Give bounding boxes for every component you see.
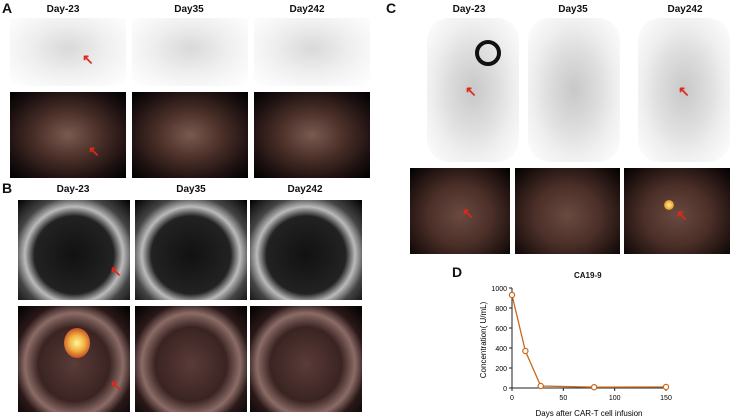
y-tick-label: 0 bbox=[503, 386, 507, 393]
ct-lung-day242 bbox=[250, 200, 362, 300]
x-tick-label: 50 bbox=[559, 395, 567, 402]
arrow-icon: ↖ bbox=[465, 83, 477, 99]
panel-d-label: D bbox=[452, 264, 463, 280]
pet-coronal-day35 bbox=[528, 18, 620, 162]
fused-lung-day35 bbox=[135, 306, 247, 412]
panel-c-title-1: Day-23 bbox=[452, 4, 486, 15]
arrow-icon: ↖ bbox=[88, 143, 100, 159]
data-point bbox=[508, 291, 516, 299]
y-tick-label: 1000 bbox=[491, 286, 507, 293]
fused-lung-day-minus23: ↖ bbox=[18, 306, 130, 412]
arrow-icon: ↖ bbox=[110, 263, 122, 279]
y-tick-label: 400 bbox=[495, 346, 507, 353]
x-axis-label: Days after CAR-T cell infusion bbox=[536, 409, 643, 418]
panel-c-title-2: Day35 bbox=[558, 4, 588, 15]
panel-a-title-3: Day242 bbox=[289, 4, 325, 15]
panel-b-title-1: Day-23 bbox=[56, 184, 90, 195]
panel-b-title-3: Day242 bbox=[287, 184, 323, 195]
panel-c-label: C bbox=[386, 0, 397, 16]
arrow-icon: ↖ bbox=[462, 205, 474, 221]
x-tick-label: 0 bbox=[510, 395, 514, 402]
fused-abdomen-day35 bbox=[515, 168, 620, 254]
panel-a-label: A bbox=[2, 0, 13, 16]
pet-coronal-day-minus23: ↖ bbox=[427, 18, 519, 162]
panel-a-title-1: Day-23 bbox=[46, 4, 80, 15]
fused-neck-day242 bbox=[254, 92, 370, 178]
y-axis-label: Concentration( U/mL) bbox=[479, 301, 488, 378]
fused-neck-day-minus23: ↖ bbox=[10, 92, 126, 178]
pet-neck-day-minus23: ↖ bbox=[10, 18, 126, 86]
fused-abdomen-day242: ↖ bbox=[624, 168, 730, 254]
x-tick-label: 150 bbox=[660, 395, 672, 402]
ct-lung-day35 bbox=[135, 200, 247, 300]
data-point bbox=[590, 383, 598, 391]
series-line bbox=[511, 294, 667, 388]
fused-lung-day242 bbox=[250, 306, 362, 412]
pet-neck-day35 bbox=[132, 18, 248, 86]
heart-uptake bbox=[475, 40, 501, 66]
data-point bbox=[537, 382, 544, 390]
hot-spot bbox=[64, 328, 90, 358]
y-tick-label: 600 bbox=[495, 326, 507, 333]
ca19-9-chart: 0 200 400 600 800 1000 0 50 100 150 Concentration… bbox=[479, 286, 672, 418]
data-point bbox=[522, 347, 529, 355]
arrow-icon: ↖ bbox=[110, 377, 122, 393]
arrow-icon: ↖ bbox=[676, 207, 688, 223]
y-tick-label: 200 bbox=[495, 366, 507, 373]
pet-coronal-day242: ↖ bbox=[638, 18, 730, 162]
chart-title: CA19-9 bbox=[574, 271, 602, 280]
arrow-icon: ↖ bbox=[678, 83, 690, 99]
panel-b-title-2: Day35 bbox=[176, 184, 206, 195]
panel-c-title-3: Day242 bbox=[667, 4, 703, 15]
y-tick-label: 800 bbox=[495, 306, 507, 313]
fused-neck-day35 bbox=[132, 92, 248, 178]
panel-a-title-2: Day35 bbox=[174, 4, 204, 15]
x-tick-label: 100 bbox=[609, 395, 621, 402]
panel-b-label: B bbox=[2, 180, 13, 196]
ct-lung-day-minus23: ↖ bbox=[18, 200, 130, 300]
pet-neck-day242 bbox=[254, 18, 370, 86]
fused-abdomen-day-minus23: ↖ bbox=[410, 168, 510, 254]
data-point bbox=[662, 383, 670, 391]
arrow-icon: ↖ bbox=[82, 51, 94, 67]
hot-spot bbox=[664, 200, 674, 210]
